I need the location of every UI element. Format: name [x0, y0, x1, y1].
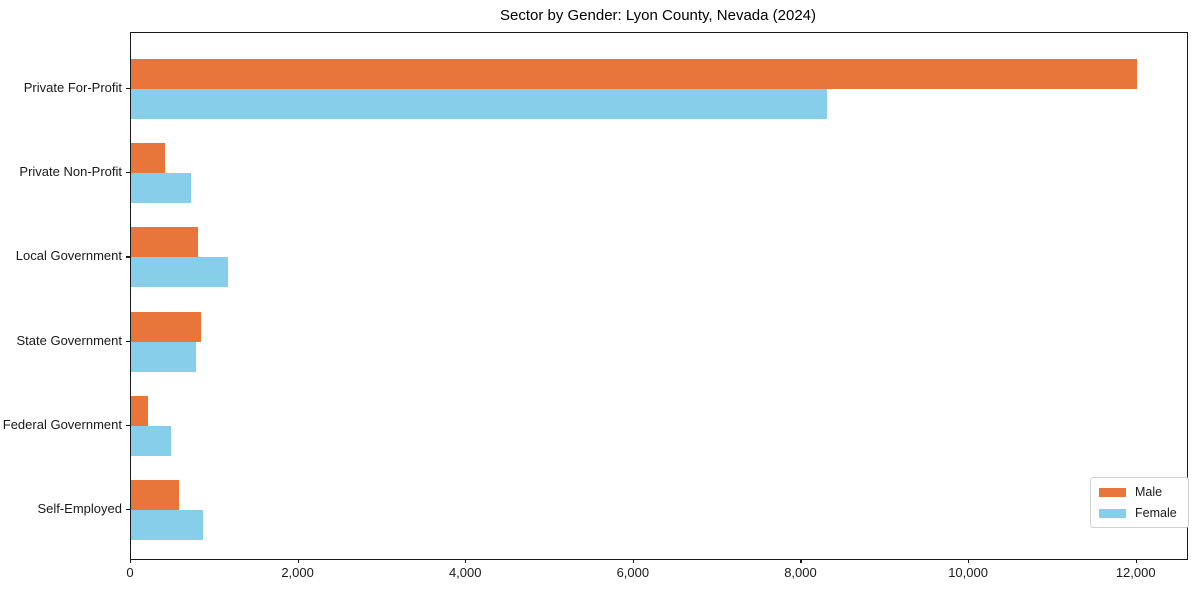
bar-male-private-for-profit — [131, 59, 1137, 89]
plot-area — [130, 32, 1188, 560]
x-tick-label-8000: 8,000 — [784, 565, 817, 580]
bar-female-federal-government — [131, 425, 172, 456]
y-tick-mark — [126, 172, 130, 174]
bar-male-private-non-profit — [131, 143, 165, 174]
y-tick-label-state-government: State Government — [16, 332, 123, 348]
bar-female-state-government — [131, 341, 196, 372]
male-color-swatch — [1099, 487, 1126, 497]
x-tick-mark — [130, 559, 132, 563]
y-tick-label-self-employed: Self-Employed — [37, 501, 122, 516]
y-tick-mark — [126, 256, 130, 258]
y-tick-mark — [126, 88, 130, 90]
x-tick-label-0: 0 — [126, 565, 134, 580]
bar-female-private-for-profit — [131, 89, 827, 119]
chart-title: Sector by Gender: Lyon County, Nevada (2… — [499, 7, 816, 24]
y-tick-mark — [126, 509, 130, 511]
y-tick-label-private-non-profit: Private Non-Profit — [19, 164, 122, 180]
bar-male-self-employed — [131, 480, 179, 510]
x-tick-label-4000: 4,000 — [448, 565, 482, 580]
x-tick-mark — [632, 559, 635, 563]
x-tick-mark — [465, 559, 467, 563]
bar-male-state-government — [131, 311, 202, 342]
bar-male-federal-government — [131, 395, 148, 426]
bar-female-local-government — [131, 257, 229, 288]
y-tick-mark — [126, 340, 130, 342]
y-tick-label-local-government: Local Government — [15, 248, 122, 264]
x-tick-mark — [968, 559, 970, 563]
bar-male-local-government — [131, 227, 198, 258]
bar-female-self-employed — [131, 510, 204, 540]
legend-label-male: Male — [1135, 485, 1163, 499]
legend-item-female: Female — [1099, 506, 1177, 520]
legend-label-female: Female — [1135, 506, 1177, 520]
x-tick-mark — [1135, 559, 1137, 563]
x-tick-label-12000: 12,000 — [1115, 565, 1156, 580]
x-tick-mark — [297, 559, 299, 563]
bar-female-private-non-profit — [131, 173, 191, 204]
legend-item-male: Male — [1099, 485, 1177, 499]
x-tick-mark — [800, 559, 802, 563]
y-tick-mark — [126, 424, 130, 426]
y-tick-label-federal-government: Federal Government — [2, 416, 122, 432]
y-tick-label-private-for-profit: Private For-Profit — [23, 80, 122, 95]
x-tick-label-6000: 6,000 — [616, 565, 650, 580]
female-color-swatch — [1099, 508, 1126, 518]
x-tick-label-10000: 10,000 — [948, 565, 988, 580]
x-tick-label-2000: 2,000 — [281, 565, 314, 580]
legend: Male Female — [1090, 477, 1189, 528]
